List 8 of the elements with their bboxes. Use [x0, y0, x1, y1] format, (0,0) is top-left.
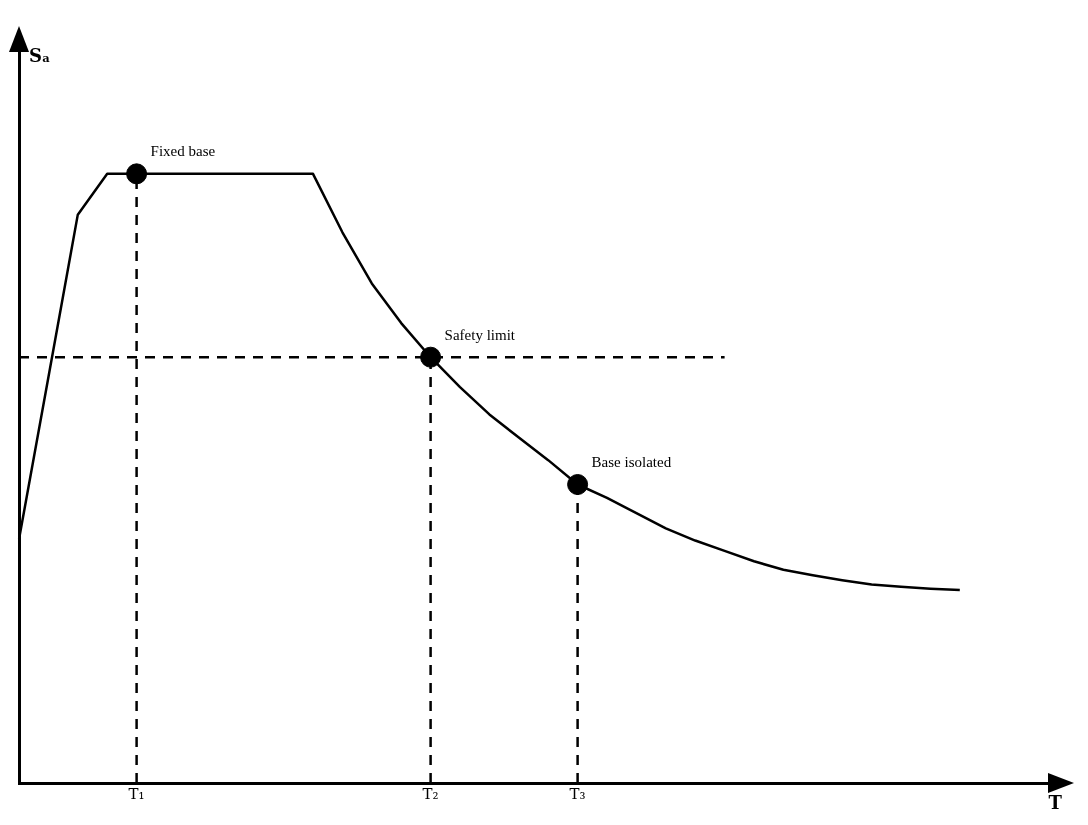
- annotation: Fixed base: [150, 143, 216, 160]
- x-axis-title: T: [1048, 791, 1063, 813]
- x-tick-label: T₃: [569, 784, 586, 803]
- text: Sₐ: [29, 44, 51, 66]
- x-tick-label: T₂: [422, 784, 439, 803]
- annotation: Safety limit: [444, 326, 516, 343]
- x-tick-label: T₁: [128, 784, 145, 803]
- annotation: Base isolated: [591, 453, 672, 470]
